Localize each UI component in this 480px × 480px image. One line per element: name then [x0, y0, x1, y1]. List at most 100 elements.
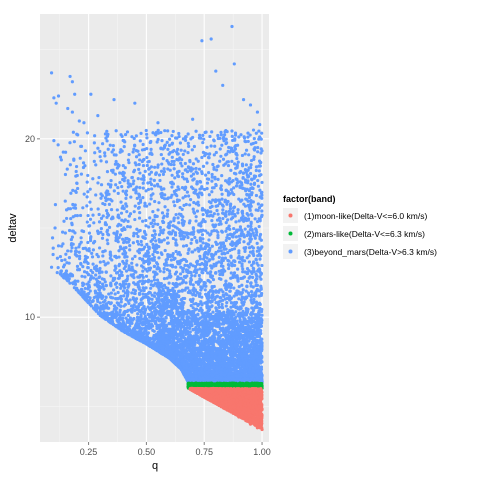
point-beyond-mars — [191, 297, 195, 301]
point-beyond-mars — [174, 243, 178, 247]
point-beyond-mars — [260, 263, 264, 268]
point-beyond-mars — [127, 282, 131, 287]
point-beyond-mars — [101, 201, 105, 206]
point-beyond-mars — [64, 269, 69, 273]
point-beyond-mars — [118, 150, 122, 154]
point-beyond-mars — [153, 232, 157, 236]
point-beyond-mars — [106, 147, 110, 151]
point-beyond-mars — [159, 251, 163, 255]
point-beyond-mars — [120, 328, 124, 333]
point-beyond-mars — [175, 194, 179, 198]
point-beyond-mars — [209, 270, 213, 274]
point-beyond-mars — [50, 236, 55, 240]
point-beyond-mars — [170, 185, 174, 189]
point-beyond-mars — [146, 160, 150, 164]
point-beyond-mars — [189, 263, 193, 267]
point-beyond-mars — [130, 310, 134, 314]
point-beyond-mars — [109, 179, 113, 183]
point-beyond-mars — [246, 230, 250, 234]
point-beyond-mars — [108, 143, 112, 147]
point-beyond-mars — [187, 265, 191, 269]
point-beyond-mars — [93, 283, 97, 287]
point-beyond-mars — [252, 155, 256, 159]
point-beyond-mars — [137, 242, 141, 246]
point-beyond-mars — [176, 216, 180, 220]
point-beyond-mars — [214, 168, 219, 172]
point-beyond-mars — [165, 236, 170, 240]
point-beyond-mars — [245, 173, 249, 177]
point-beyond-mars — [238, 180, 242, 184]
point-beyond-mars — [211, 253, 216, 257]
point-beyond-mars — [196, 246, 200, 251]
point-beyond-mars — [64, 208, 69, 212]
point-beyond-mars — [259, 173, 263, 177]
point-beyond-mars — [124, 316, 128, 320]
point-beyond-mars — [225, 236, 229, 240]
point-beyond-mars — [115, 285, 119, 289]
point-beyond-mars — [117, 264, 121, 268]
point-beyond-mars — [240, 295, 244, 299]
point-beyond-mars — [209, 213, 213, 217]
point-beyond-mars — [246, 139, 250, 144]
point-beyond-mars — [218, 147, 222, 151]
point-beyond-mars — [140, 243, 144, 247]
point-beyond-mars — [192, 270, 196, 274]
point-beyond-mars — [227, 212, 231, 216]
point-beyond-mars — [228, 232, 232, 237]
point-beyond-mars — [260, 291, 264, 296]
point-beyond-mars — [162, 277, 167, 281]
point-beyond-mars — [151, 328, 155, 332]
point-beyond-mars — [75, 214, 80, 218]
point-beyond-mars — [216, 136, 220, 141]
point-beyond-mars — [173, 176, 177, 180]
point-beyond-mars — [237, 251, 241, 255]
point-beyond-mars — [127, 328, 131, 333]
point-beyond-mars — [254, 257, 258, 261]
point-beyond-mars — [135, 337, 139, 341]
point-beyond-mars — [189, 174, 193, 178]
point-beyond-mars — [207, 238, 211, 242]
point-beyond-mars — [113, 162, 117, 166]
point-beyond-mars — [243, 259, 247, 263]
point-beyond-mars — [210, 304, 214, 308]
point-beyond-mars — [135, 321, 139, 326]
point-beyond-mars — [162, 270, 166, 274]
point-beyond-mars — [210, 293, 214, 298]
point-beyond-mars — [75, 286, 79, 291]
point-beyond-mars — [132, 231, 136, 235]
point-beyond-mars — [119, 211, 124, 215]
point-beyond-mars — [230, 129, 234, 133]
point-beyond-mars — [103, 298, 107, 303]
point-beyond-mars — [252, 181, 257, 185]
point-beyond-mars — [157, 173, 162, 177]
point-beyond-mars — [203, 151, 208, 156]
point-beyond-mars — [212, 153, 216, 157]
point-beyond-mars — [75, 173, 79, 178]
point-beyond-mars — [152, 250, 156, 254]
point-beyond-mars — [142, 311, 147, 316]
point-beyond-mars — [123, 291, 128, 295]
point-beyond-mars — [102, 287, 106, 291]
point-beyond-mars — [108, 252, 112, 256]
point-beyond-mars — [132, 179, 136, 183]
point-beyond-mars — [243, 152, 247, 156]
point-beyond-mars — [60, 274, 64, 278]
point-beyond-mars — [88, 302, 92, 307]
point-beyond-mars — [144, 224, 148, 228]
point-beyond-mars — [155, 261, 159, 265]
point-beyond-mars — [217, 305, 221, 309]
point-beyond-mars — [145, 155, 149, 160]
point-beyond-mars — [87, 249, 91, 253]
point-beyond-mars — [172, 148, 176, 153]
point-beyond-mars — [203, 288, 207, 292]
point-beyond-mars — [143, 308, 148, 312]
point-beyond-mars — [237, 285, 241, 289]
point-beyond-mars — [231, 275, 235, 280]
point-beyond-mars — [228, 204, 233, 208]
point-beyond-mars — [83, 164, 87, 168]
point-beyond-mars — [133, 254, 137, 258]
point-beyond-mars — [93, 239, 97, 244]
point-beyond-mars — [99, 216, 104, 220]
point-beyond-mars — [105, 139, 109, 143]
point-beyond-mars — [229, 254, 233, 258]
